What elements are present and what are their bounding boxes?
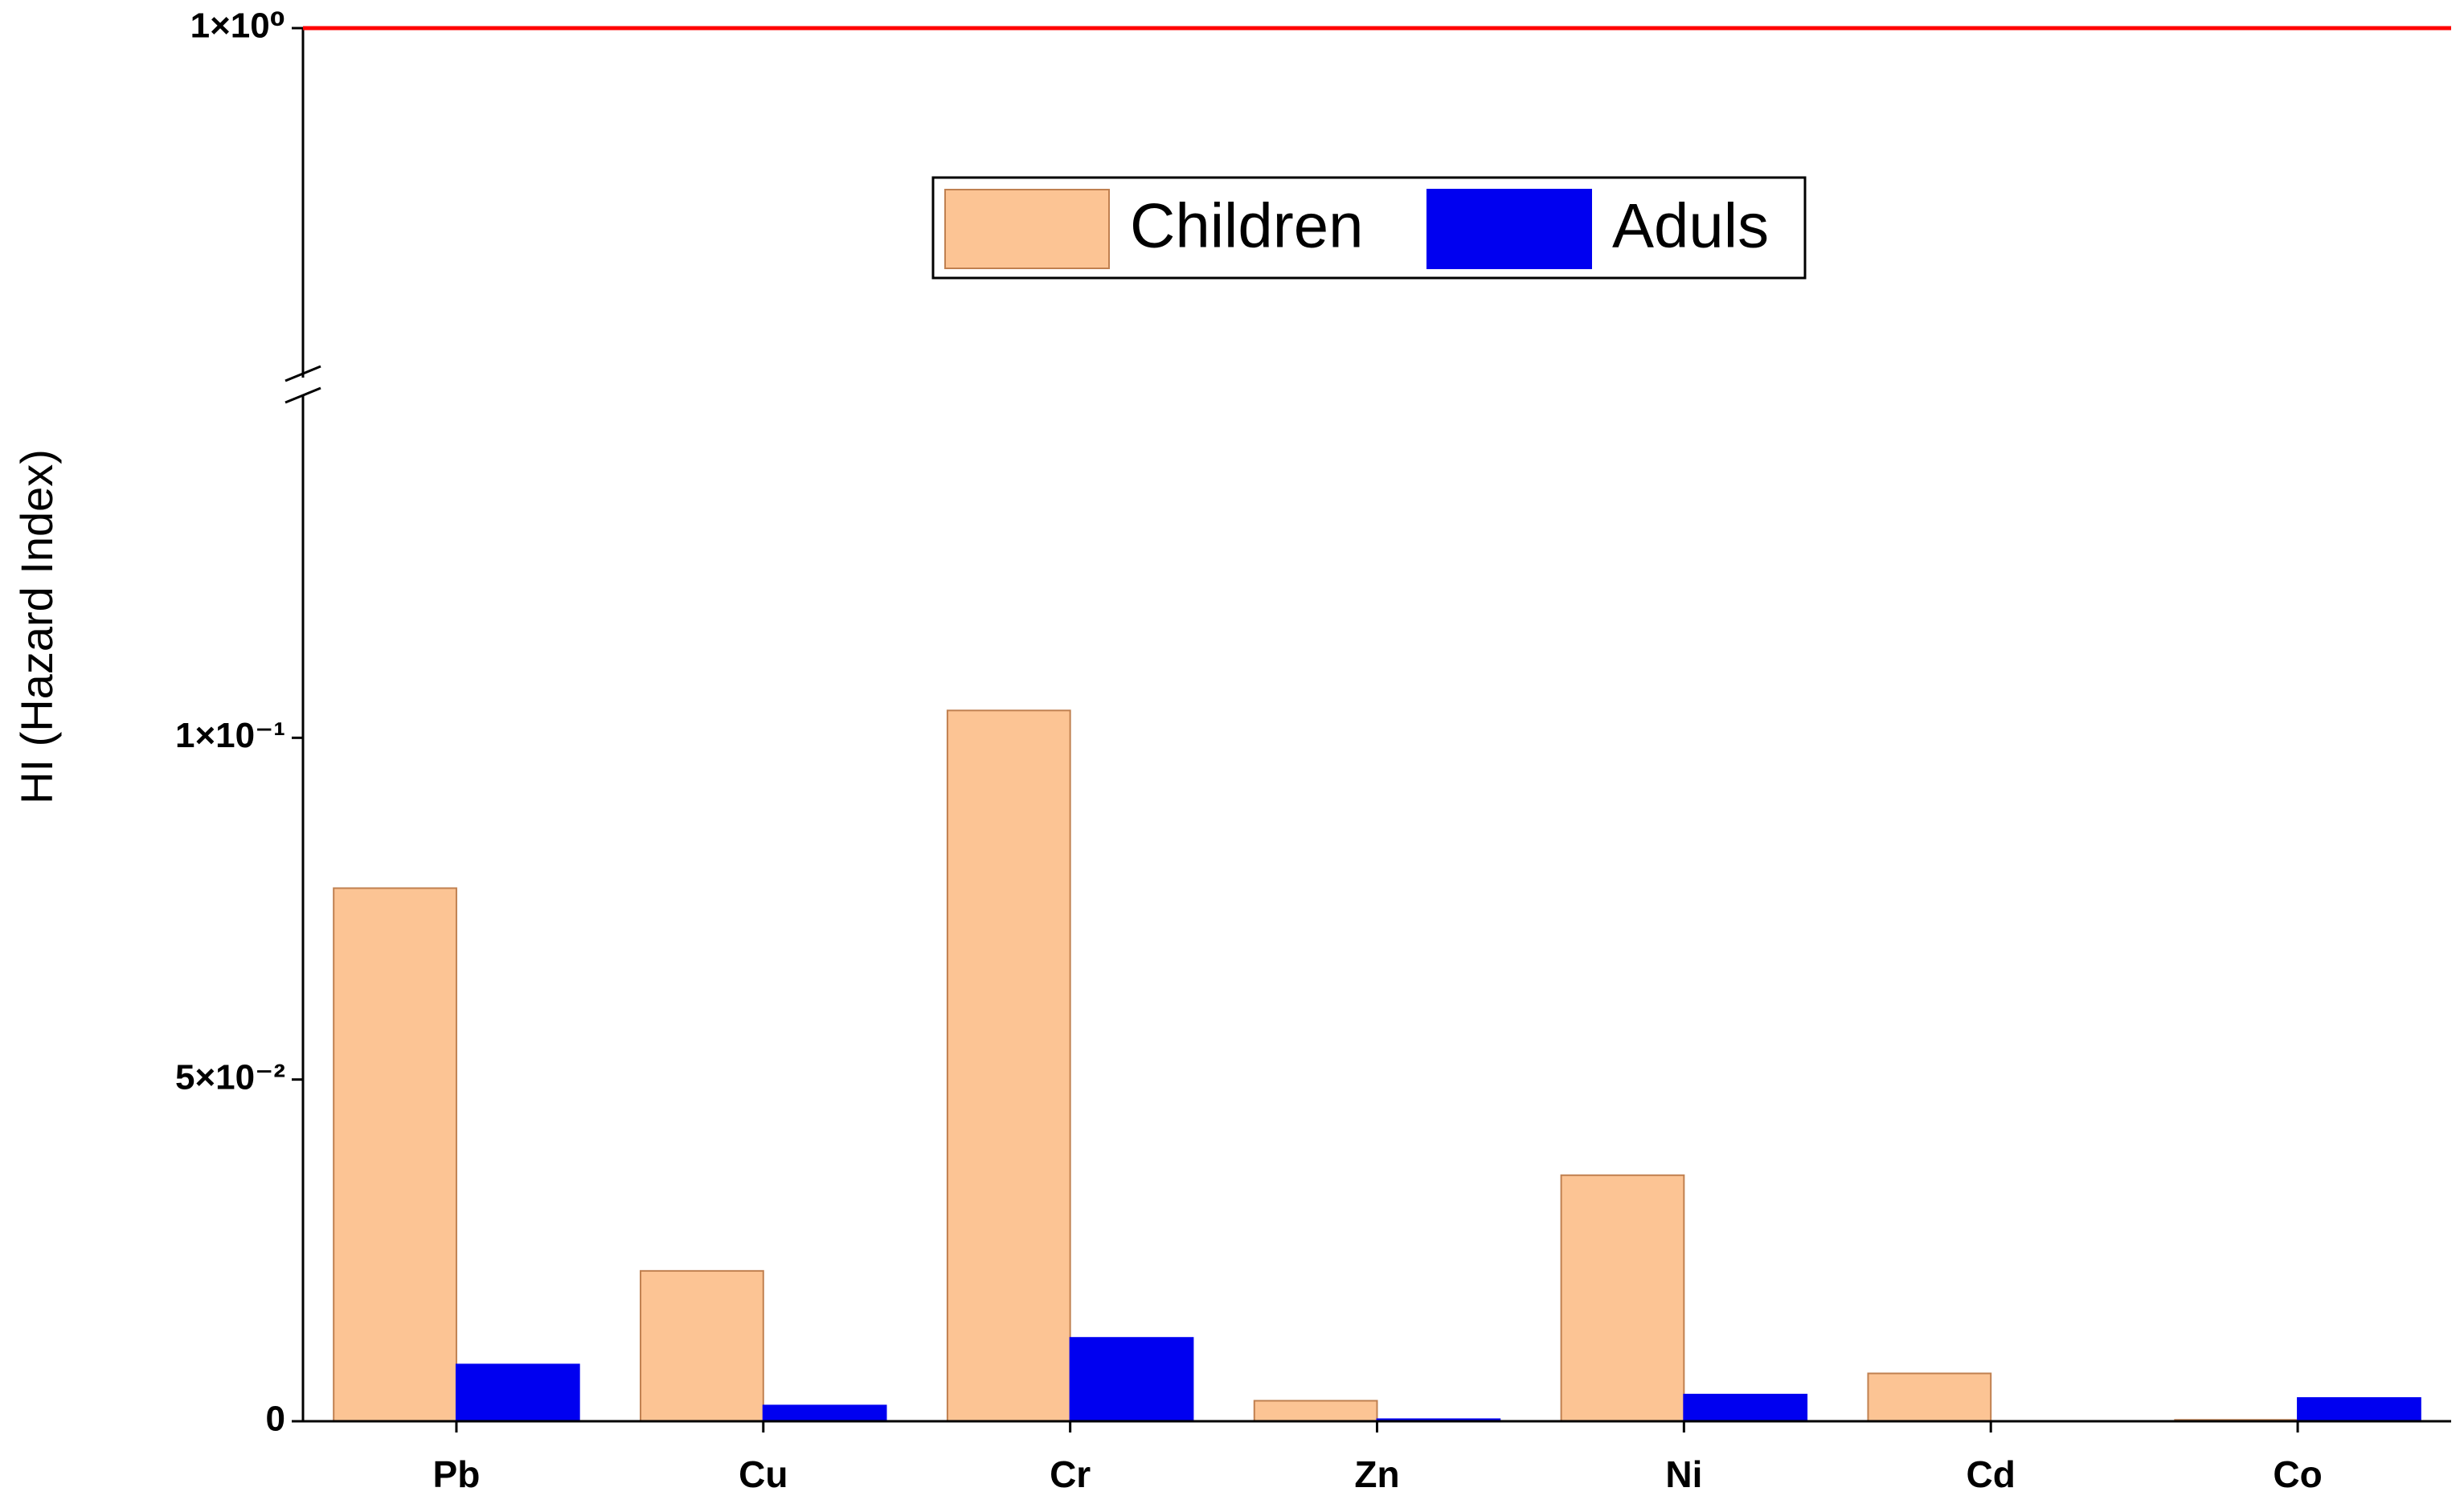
bar [946, 709, 1071, 1422]
axis-break [284, 365, 321, 382]
bar [1069, 1337, 1194, 1422]
y-tick-label: 1×10⁰ [190, 6, 285, 46]
bar [2297, 1397, 2421, 1423]
x-tick-label: Zn [1354, 1453, 1399, 1495]
bar [333, 887, 457, 1422]
bar [455, 1363, 580, 1422]
y-axis-title: HI (Hazard Index) [11, 449, 62, 804]
legend-label: Children [1130, 190, 1363, 261]
y-tick-label: 5×10⁻² [175, 1057, 285, 1097]
x-tick-label: Cd [1967, 1453, 2016, 1495]
legend: Children Aduls [931, 176, 1807, 280]
x-tick-label: Co [2273, 1453, 2322, 1495]
bar [640, 1269, 764, 1423]
x-tick-label: Ni [1665, 1453, 1702, 1495]
bar [1560, 1174, 1685, 1422]
legend-swatch [1426, 189, 1592, 269]
bar [1867, 1372, 1992, 1423]
x-tick-label: Cr [1050, 1453, 1091, 1495]
bar [1253, 1400, 1378, 1422]
bar [1683, 1393, 1808, 1422]
x-tick-label: Pb [433, 1453, 481, 1495]
y-tick-label: 1×10⁻¹ [175, 716, 285, 755]
bar [762, 1404, 887, 1423]
y-tick-label: 0 [266, 1400, 285, 1439]
legend-label: Aduls [1612, 190, 1769, 261]
x-tick-label: Cu [739, 1453, 788, 1495]
axis-break [284, 386, 321, 404]
legend-swatch [944, 189, 1110, 269]
